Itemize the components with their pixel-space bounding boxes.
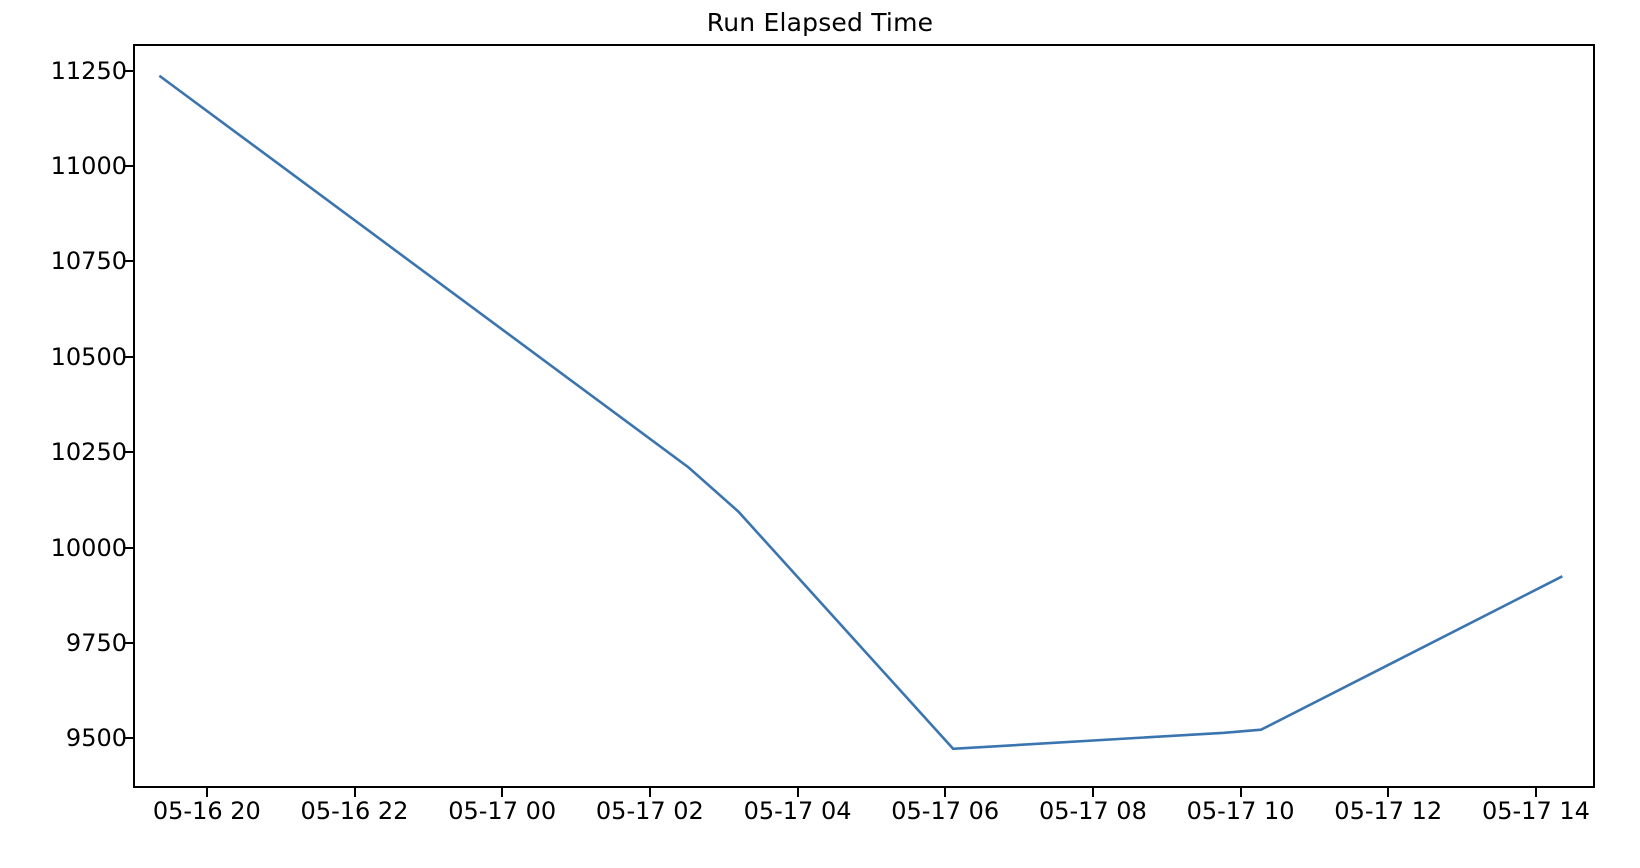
- y-axis-tick-label: 11000: [50, 152, 127, 181]
- y-axis-tick-mark: [124, 546, 133, 549]
- x-axis-tick-mark: [353, 788, 356, 797]
- y-axis-tick-mark: [124, 451, 133, 454]
- y-axis-tick-mark: [124, 737, 133, 740]
- line-series-svg: [158, 74, 1563, 751]
- x-axis-tick-mark: [501, 788, 504, 797]
- y-axis-tick-label: 9750: [65, 629, 127, 657]
- x-axis-tick-mark: [944, 788, 947, 797]
- data-line-run-elapsed-time: [158, 74, 1563, 751]
- x-axis-tick-mark: [1387, 788, 1390, 797]
- y-axis-tick-mark: [124, 69, 133, 72]
- plot-area: [133, 44, 1595, 788]
- y-axis-tick-mark: [124, 260, 133, 263]
- y-axis-tick-mark: [124, 642, 133, 644]
- x-axis-tick-label: 05-17 04: [743, 797, 852, 825]
- x-axis-tick-label: 05-16 22: [300, 797, 409, 825]
- y-axis-tick-label: 10000: [50, 533, 127, 562]
- x-axis-tick-mark: [1091, 788, 1094, 797]
- x-axis-tick-label: 05-17 14: [1481, 797, 1590, 825]
- chart-title: Run Elapsed Time: [706, 8, 934, 37]
- x-axis-tick-label: 05-17 02: [595, 797, 704, 825]
- x-axis-tick-label: 05-16 20: [152, 797, 261, 825]
- x-axis-tick-mark: [1534, 788, 1537, 797]
- x-axis-tick-mark: [648, 788, 651, 797]
- x-axis-tick-label: 05-17 12: [1334, 797, 1443, 825]
- x-axis-tick-label: 05-17 00: [448, 797, 557, 825]
- x-axis-tick-label: 05-17 10: [1186, 797, 1295, 825]
- y-axis-tick-mark: [124, 355, 133, 358]
- y-axis-tick-label: 10500: [50, 342, 127, 371]
- x-axis-tick-mark: [1239, 788, 1242, 797]
- y-axis-tick-label: 10250: [50, 438, 127, 467]
- x-axis-tick-mark: [205, 788, 208, 797]
- y-axis-tick-mark: [124, 165, 133, 168]
- x-axis-tick-label: 05-17 06: [891, 797, 1000, 825]
- y-axis-tick-label: 10750: [50, 247, 127, 276]
- x-axis-tick-label: 05-17 08: [1038, 797, 1147, 825]
- y-axis-tick-label: 9500: [65, 724, 127, 753]
- y-axis-tick-label: 11250: [50, 56, 127, 85]
- x-axis-tick-mark: [796, 788, 799, 797]
